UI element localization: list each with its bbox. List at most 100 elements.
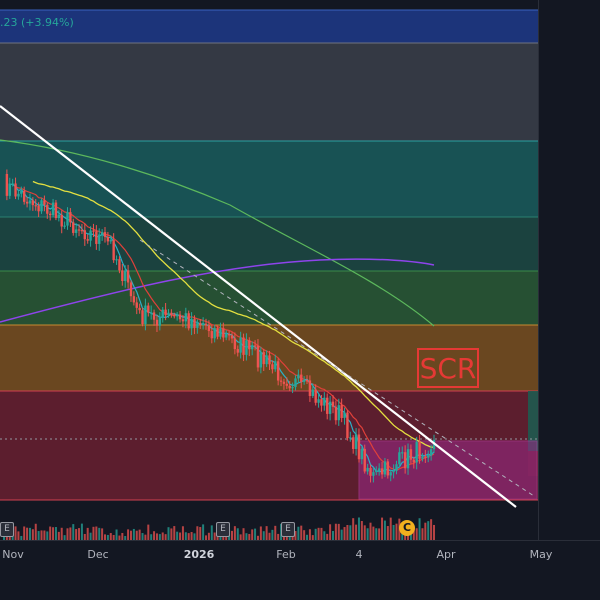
time-tick-apr: Apr	[436, 548, 456, 561]
candle-body	[233, 338, 237, 350]
volume-bar	[248, 533, 251, 540]
candle-body	[109, 240, 112, 242]
candle-body	[126, 270, 130, 283]
candle-body	[43, 200, 46, 205]
candle-body	[25, 201, 29, 204]
time-tick-feb: Feb	[276, 548, 296, 561]
volume-bar	[89, 532, 92, 540]
candle-body	[383, 461, 387, 475]
candle-body	[92, 230, 95, 232]
candle-body	[164, 309, 167, 316]
candle-body	[80, 230, 84, 232]
candle-body	[74, 229, 78, 233]
candle-body	[366, 467, 369, 472]
volume-bar	[23, 526, 26, 540]
candle-body	[124, 270, 127, 281]
candle-body	[147, 305, 150, 313]
candle-body	[63, 225, 66, 227]
candle-body	[262, 352, 265, 365]
candle-body	[66, 212, 69, 226]
candle-body	[279, 380, 283, 382]
price-zone	[0, 271, 538, 325]
volume-bar	[366, 528, 369, 540]
volume-bar	[78, 528, 81, 540]
candle-body	[351, 437, 355, 449]
volume-bar	[150, 534, 153, 540]
candle-body	[346, 412, 349, 439]
candle-body	[328, 401, 332, 414]
candle-body	[201, 323, 205, 325]
volume-bar	[167, 527, 170, 540]
candle-body	[112, 240, 115, 261]
volume-bar	[26, 527, 29, 540]
volume-bar	[230, 530, 233, 540]
volume-bar	[75, 529, 78, 540]
volume-bar	[297, 526, 300, 540]
volume-bar	[37, 531, 40, 540]
candle-body	[406, 449, 410, 469]
candle-body	[429, 449, 433, 456]
volume-bar	[346, 525, 349, 540]
candle-body	[213, 328, 216, 339]
price-chart[interactable]	[0, 0, 538, 540]
volume-bar	[277, 533, 280, 540]
volume-bar	[101, 528, 104, 540]
earnings-event-icon[interactable]: E	[281, 522, 295, 537]
candle-body	[248, 340, 251, 350]
candle-body	[225, 334, 228, 338]
volume-bar	[369, 522, 372, 540]
corporate-event-icon[interactable]: C	[399, 520, 415, 536]
candle-body	[161, 309, 164, 318]
candle-body	[118, 259, 121, 271]
volume-bar	[340, 529, 343, 540]
candle-body	[5, 174, 9, 196]
volume-bar	[164, 534, 167, 540]
candle-body	[392, 470, 395, 473]
volume-bar	[427, 521, 430, 540]
time-axis[interactable]	[0, 540, 600, 600]
earnings-event-icon[interactable]: E	[0, 522, 14, 537]
volume-bar	[104, 534, 107, 540]
candle-body	[415, 441, 418, 463]
candle-body	[8, 183, 11, 196]
candle-body	[320, 399, 323, 406]
candle-body	[155, 319, 159, 326]
volume-bar	[66, 528, 69, 540]
candle-body	[106, 236, 110, 242]
volume-bar	[274, 525, 277, 540]
volume-bar	[161, 532, 164, 540]
price-scale[interactable]	[538, 0, 600, 540]
candle-body	[34, 205, 37, 207]
candle-body	[138, 307, 141, 311]
candle-body	[236, 349, 239, 353]
candle-body	[89, 230, 92, 241]
candle-body	[28, 200, 32, 204]
candle-body	[386, 461, 390, 476]
candle-body	[17, 193, 20, 197]
volume-bar	[268, 532, 271, 540]
ma-slow-line	[32, 180, 434, 448]
earnings-event-icon[interactable]: E	[216, 522, 230, 537]
candle-body	[253, 345, 257, 347]
candle-body	[175, 314, 179, 317]
volume-bar	[254, 528, 257, 540]
candle-body	[314, 389, 317, 403]
candle-body	[103, 232, 107, 237]
candle-body	[250, 345, 254, 350]
candle-body	[259, 352, 263, 368]
candle-body	[343, 412, 346, 418]
candle-body	[274, 361, 277, 370]
time-tick-may: May	[529, 548, 553, 561]
candle-body	[23, 190, 26, 202]
candle-body	[129, 282, 133, 297]
volume-bar	[412, 528, 415, 540]
scr-annotation-label[interactable]: SCR	[417, 348, 479, 388]
candle-body	[239, 337, 242, 353]
volume-bar	[118, 535, 121, 540]
ma-200-line	[0, 258, 435, 323]
time-tick-2026: 2026	[183, 548, 215, 561]
candle-body	[331, 401, 335, 407]
candle-body	[11, 183, 14, 185]
candle-body	[184, 313, 188, 322]
